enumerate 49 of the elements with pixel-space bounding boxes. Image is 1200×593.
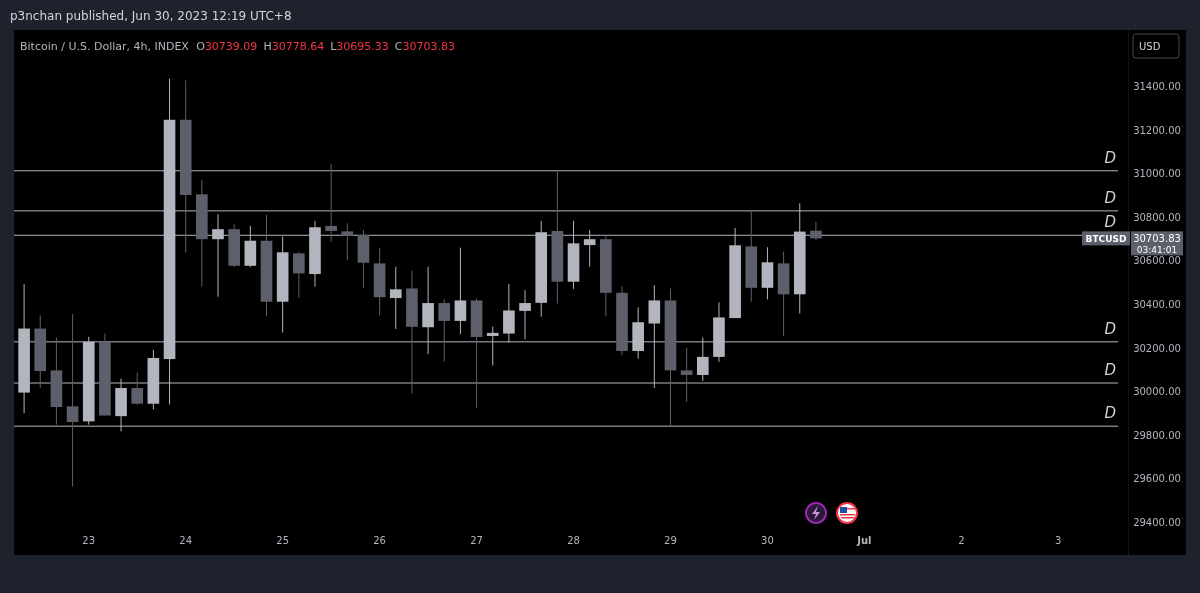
text: p3nchan published, Jun 30, 2023 12:19 UTC+8 bbox=[10, 9, 292, 23]
y-tick-label: 29800.00 bbox=[1133, 429, 1181, 441]
ref-line-label: D bbox=[1104, 404, 1116, 423]
candlestick bbox=[325, 163, 337, 243]
y-tick-label: 30800.00 bbox=[1133, 211, 1181, 223]
annotation: O30739.09 bbox=[196, 40, 258, 53]
candlestick bbox=[131, 372, 144, 406]
y-tick-label: 29600.00 bbox=[1133, 473, 1181, 485]
x-tick-label: 28 bbox=[567, 535, 580, 546]
text: Bitcoin / U.S. Dollar, 4h, INDEX bbox=[20, 40, 190, 53]
ref-line-label: D bbox=[1104, 213, 1116, 232]
x-tick-label: 24 bbox=[179, 535, 193, 546]
x-tick-label: 2 bbox=[958, 535, 965, 546]
ref-line-label: D bbox=[1104, 188, 1116, 207]
annotation: L30695.33 bbox=[330, 40, 389, 53]
x-tick-label: 23 bbox=[82, 535, 96, 546]
annotation: BTCUSD bbox=[1085, 233, 1127, 244]
text: 03:41:01 bbox=[1136, 244, 1178, 255]
y-tick-label: 30000.00 bbox=[1133, 386, 1181, 398]
text: 30703.83 bbox=[1133, 232, 1181, 244]
x-tick-label: 25 bbox=[276, 535, 290, 546]
candlestick bbox=[810, 221, 822, 241]
currency-button: USD bbox=[1132, 33, 1180, 59]
candlestick bbox=[293, 251, 305, 299]
y-tick-label: 31400.00 bbox=[1133, 81, 1181, 93]
x-tick-label: 29 bbox=[664, 535, 677, 546]
y-tick-label: 30200.00 bbox=[1133, 342, 1181, 354]
x-tick-label: 27 bbox=[470, 535, 483, 546]
candlestick bbox=[680, 347, 693, 403]
y-tick-label: 31000.00 bbox=[1133, 168, 1181, 180]
ref-line-label: D bbox=[1104, 148, 1116, 167]
y-tick-label: 31200.00 bbox=[1133, 124, 1181, 136]
x-tick-label: 26 bbox=[373, 535, 386, 546]
ref-line-label: D bbox=[1104, 361, 1116, 380]
candlestick bbox=[519, 289, 531, 340]
x-tick-label: 30 bbox=[761, 535, 774, 546]
ref-line-label: D bbox=[1104, 319, 1116, 338]
candlestick bbox=[341, 222, 354, 261]
y-tick-label: 30400.00 bbox=[1133, 299, 1181, 311]
y-tick-label: 30600.00 bbox=[1133, 255, 1181, 267]
candlestick bbox=[454, 247, 467, 335]
y-tick-label: 29400.00 bbox=[1133, 516, 1181, 528]
candlestick bbox=[438, 298, 451, 363]
annotation: H30778.64 bbox=[263, 40, 325, 53]
candlestick bbox=[389, 266, 402, 330]
x-tick-label: 3 bbox=[1055, 535, 1062, 546]
candlestick bbox=[66, 313, 79, 488]
x-tick-label: Jul bbox=[856, 535, 872, 546]
annotation: C30703.83 bbox=[394, 40, 455, 53]
